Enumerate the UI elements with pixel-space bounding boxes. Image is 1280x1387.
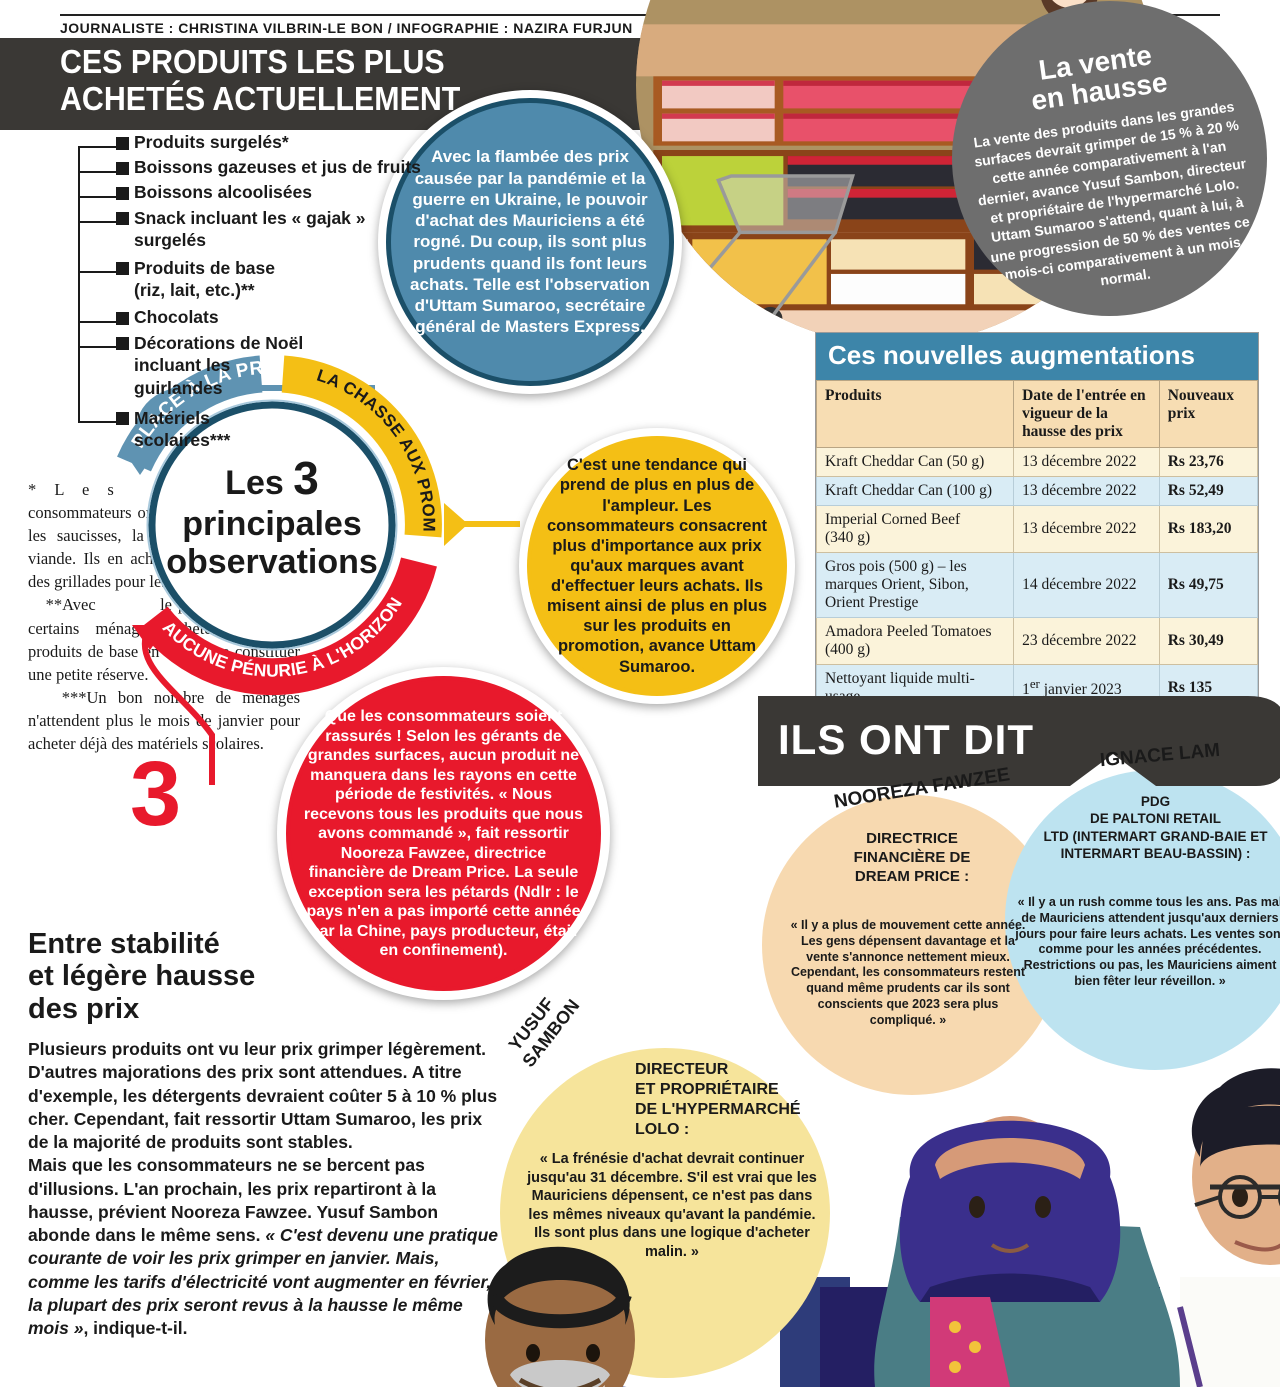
- svg-text:3: 3: [130, 743, 181, 845]
- svg-text:ILS ONT DIT: ILS ONT DIT: [778, 716, 1034, 763]
